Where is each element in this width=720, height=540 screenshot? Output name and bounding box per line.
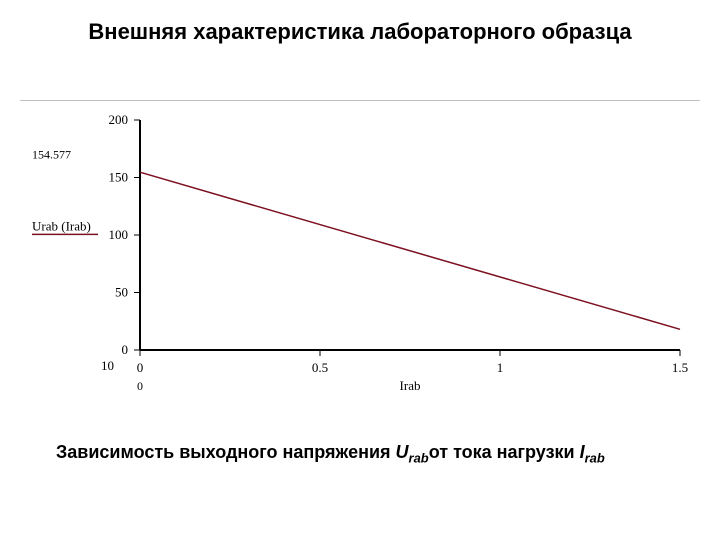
chart-svg: 05010015020000.511.5IrabUrab (Irab)154.5… — [20, 100, 700, 420]
caption-sym2-sub: rab — [585, 451, 605, 466]
slide-title: Внешняя характеристика лабораторного обр… — [0, 18, 720, 46]
y-tick-label: 0 — [122, 342, 129, 357]
slide-caption: Зависимость выходного напряжения Urabот … — [56, 440, 616, 467]
x-axis-label: Irab — [400, 378, 421, 393]
x-tick-label: 1.5 — [672, 360, 688, 375]
y-top-annotation: 154.577 — [32, 148, 71, 162]
left-margin-note: 10 — [101, 358, 114, 373]
slide: Внешняя характеристика лабораторного обр… — [0, 0, 720, 540]
caption-sym1-sub: rab — [409, 451, 429, 466]
origin-x-annotation: 0 — [137, 379, 143, 393]
series-line — [140, 172, 680, 329]
y-tick-label: 50 — [115, 285, 128, 300]
y-tick-label: 200 — [109, 112, 129, 127]
caption-prefix: Зависимость выходного напряжения — [56, 442, 396, 462]
y-tick-label: 150 — [109, 170, 129, 185]
x-tick-label: 1 — [497, 360, 504, 375]
chart-container: 05010015020000.511.5IrabUrab (Irab)154.5… — [20, 100, 700, 420]
y-tick-label: 100 — [109, 227, 129, 242]
caption-middle: от тока нагрузки — [429, 442, 580, 462]
x-tick-label: 0.5 — [312, 360, 328, 375]
y-func-label: Urab (Irab) — [32, 218, 91, 233]
x-tick-label: 0 — [137, 360, 144, 375]
caption-sym1-main: U — [396, 442, 409, 462]
